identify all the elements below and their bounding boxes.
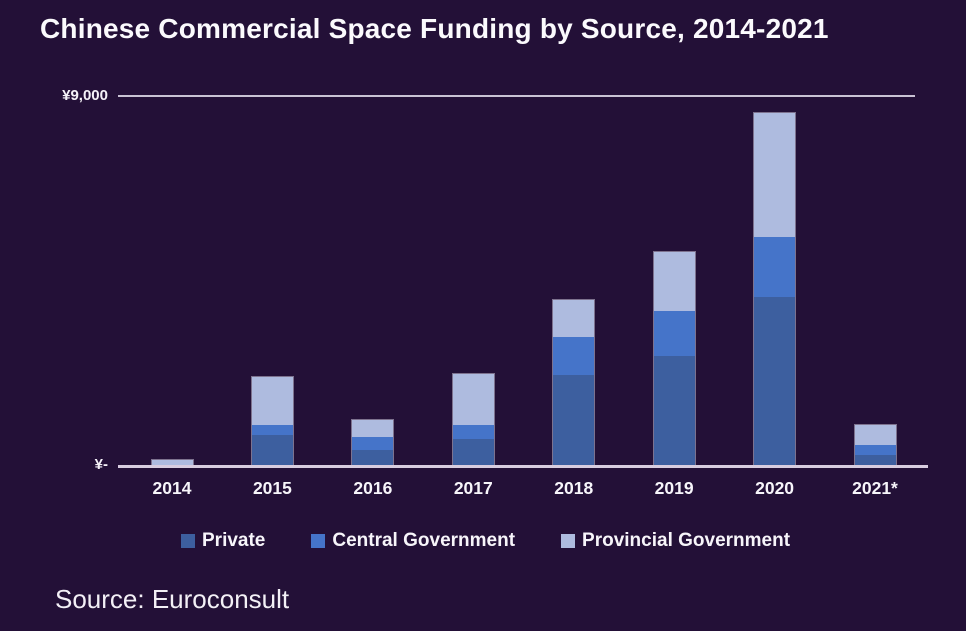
bar-segment-provincial-government <box>352 420 394 438</box>
legend-item-provincial-government: Provincial Government <box>561 530 790 552</box>
bar-segment-provincial-government <box>452 374 494 426</box>
bar-2017 <box>451 373 495 466</box>
bar-segment-central-government <box>754 236 796 298</box>
legend-marker-provincial-government <box>561 534 576 548</box>
y-axis-label-zero: ¥- <box>94 456 108 473</box>
bar-segment-private <box>854 454 896 465</box>
legend-label-central-government: Central Government <box>332 530 516 551</box>
bar-segment-central-government <box>553 337 595 376</box>
bar-2021 <box>853 423 897 467</box>
legend-label-provincial-government: Provincial Government <box>582 530 791 551</box>
x-tick-label: 2019 <box>654 478 694 498</box>
legend-marker-private <box>181 534 195 548</box>
gridline-9000 <box>118 95 915 97</box>
y-axis-label-top: ¥9,000 <box>62 87 108 104</box>
bar-2014 <box>150 459 194 466</box>
bar-segment-private <box>653 356 695 465</box>
legend-marker-central-government <box>311 534 326 548</box>
chart-title: Chinese Commercial Space Funding by Sour… <box>40 13 829 44</box>
bar-2020 <box>753 111 797 467</box>
bar-2019 <box>652 250 696 467</box>
x-tick-label: 2018 <box>554 478 594 498</box>
bar-segment-provincial-government <box>553 300 595 338</box>
bar-segment-provincial-government <box>854 424 896 445</box>
x-axis-line <box>118 465 928 468</box>
source-note: Source: Euroconsult <box>55 584 290 614</box>
bar-segment-private <box>251 435 293 465</box>
x-tick-label: 2017 <box>453 478 493 498</box>
legend-item-private: Private <box>181 530 265 552</box>
bar-segment-central-government <box>251 425 293 436</box>
x-tick-label: 2020 <box>755 478 795 498</box>
bar-segment-private <box>553 375 595 465</box>
x-tick-label: 2014 <box>152 478 192 498</box>
bar-segment-provincial-government <box>251 377 293 426</box>
bar-2015 <box>250 376 294 466</box>
x-tick-label: 2021* <box>852 478 898 498</box>
bar-segment-provincial-government <box>754 112 796 237</box>
bar-segment-private <box>352 450 394 465</box>
bar-segment-private <box>452 439 494 465</box>
bar-segment-private <box>754 297 796 465</box>
bar-segment-provincial-government <box>653 251 695 312</box>
legend-label-private: Private <box>202 530 266 551</box>
legend-item-central-government: Central Government <box>311 530 515 552</box>
bar-2018 <box>552 299 596 466</box>
x-tick-label: 2015 <box>252 478 292 498</box>
bar-segment-central-government <box>653 311 695 357</box>
bar-segment-central-government <box>854 444 896 455</box>
legend: Private Central Government Provincial Go… <box>181 530 790 552</box>
bar-segment-central-government <box>452 425 494 440</box>
bar-2016 <box>351 419 395 466</box>
bar-segment-provincial-government <box>151 460 193 465</box>
x-tick-label: 2016 <box>353 478 393 498</box>
bar-segment-central-government <box>352 437 394 450</box>
